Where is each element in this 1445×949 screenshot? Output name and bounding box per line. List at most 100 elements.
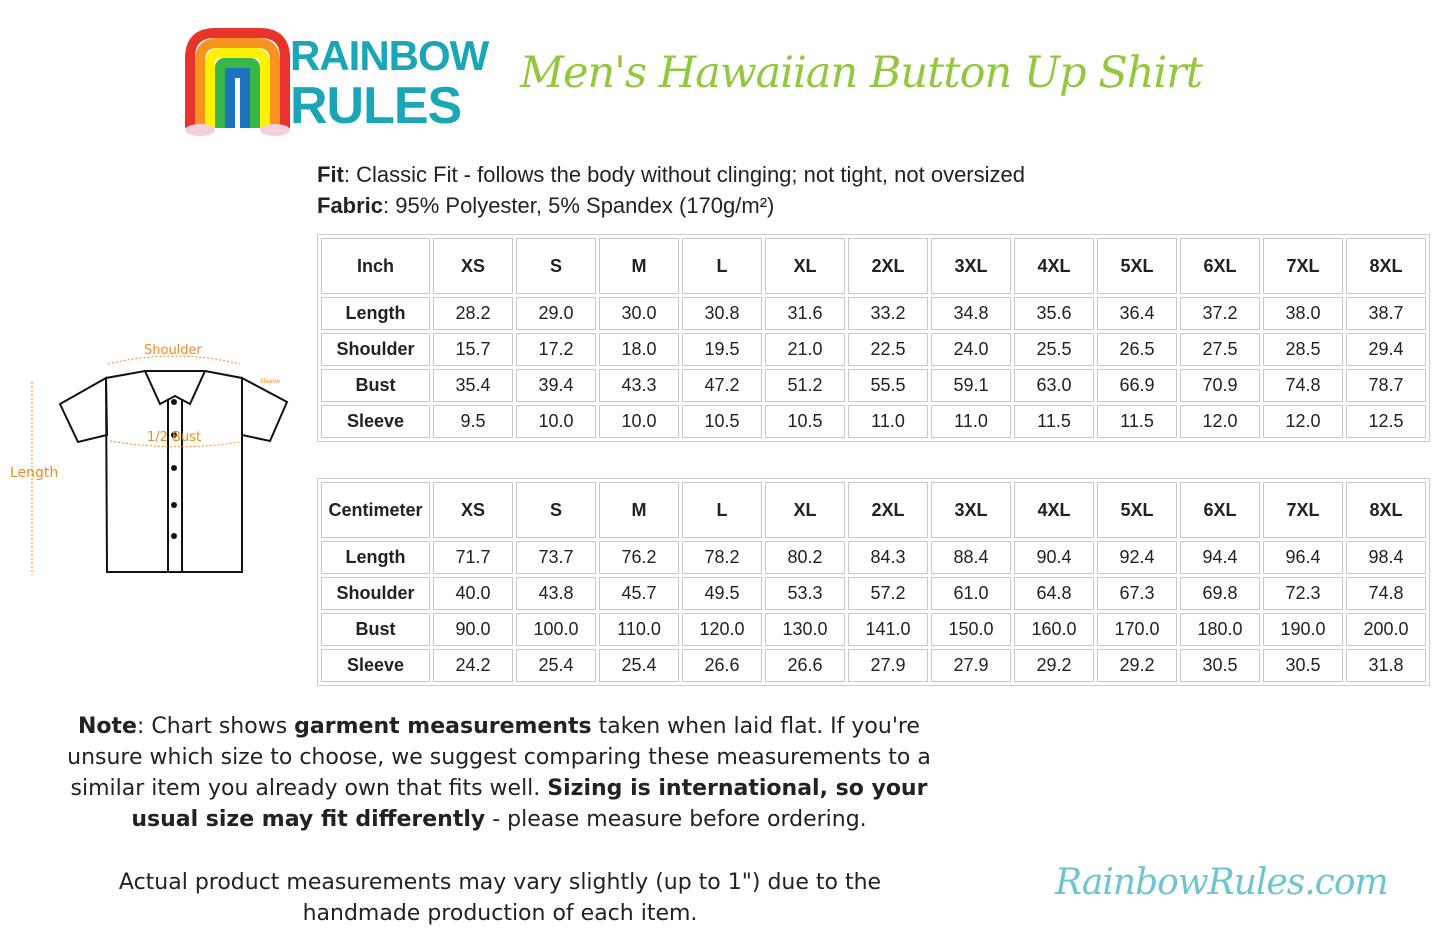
- measurement-cell: 12.0: [1263, 405, 1343, 438]
- size-header: S: [516, 238, 596, 294]
- row-label: Bust: [321, 613, 430, 646]
- measurement-cell: 30.8: [682, 297, 762, 330]
- measurement-cell: 25.4: [599, 649, 679, 682]
- measurement-cell: 71.7: [433, 541, 513, 574]
- measurement-cell: 22.5: [848, 333, 928, 366]
- measurement-cell: 63.0: [1014, 369, 1094, 402]
- table-header-row: Centimeter XS S M L XL 2XL 3XL 4XL 5XL 6XL 7XL 8XL: [321, 482, 1426, 538]
- measurement-cell: 26.6: [682, 649, 762, 682]
- measurement-cell: 37.2: [1180, 297, 1260, 330]
- note-label: Note: [78, 714, 137, 739]
- size-header: S: [516, 482, 596, 538]
- measurement-cell: 26.6: [765, 649, 845, 682]
- table-row: Shoulder 15.7 17.2 18.0 19.5 21.0 22.5 24.0 25.5…: [321, 333, 1426, 366]
- measurement-cell: 92.4: [1097, 541, 1177, 574]
- row-label: Length: [321, 297, 430, 330]
- length-label: Length: [10, 465, 59, 481]
- size-header: 3XL: [931, 482, 1011, 538]
- measurement-cell: 11.0: [848, 405, 928, 438]
- measurement-cell: 21.0: [765, 333, 845, 366]
- table-row: Sleeve 9.5 10.0 10.0 10.5 10.5 11.0 11.0 11.5 11.…: [321, 405, 1426, 438]
- measurement-cell: 45.7: [599, 577, 679, 610]
- measurement-cell: 72.3: [1263, 577, 1343, 610]
- size-header: 4XL: [1014, 238, 1094, 294]
- measurement-cell: 84.3: [848, 541, 928, 574]
- table-row: Bust 35.4 39.4 43.3 47.2 51.2 55.5 59.1 63.0 66.9…: [321, 369, 1426, 402]
- size-header: 6XL: [1180, 238, 1260, 294]
- fabric-spec: Fabric: 95% Polyester, 5% Spandex (170g/…: [317, 193, 774, 219]
- measurement-cell: 24.2: [433, 649, 513, 682]
- measurement-cell: 57.2: [848, 577, 928, 610]
- measurement-cell: 31.6: [765, 297, 845, 330]
- size-header: 8XL: [1346, 238, 1426, 294]
- sleeve-label: Sleeve: [260, 378, 281, 385]
- measurement-cell: 190.0: [1263, 613, 1343, 646]
- measurement-cell: 18.0: [599, 333, 679, 366]
- measurement-cell: 78.2: [682, 541, 762, 574]
- measurement-cell: 53.3: [765, 577, 845, 610]
- size-header: 2XL: [848, 482, 928, 538]
- table-row: Sleeve 24.2 25.4 25.4 26.6 26.6 27.9 27.9 29.2 29…: [321, 649, 1426, 682]
- measurement-cell: 27.5: [1180, 333, 1260, 366]
- fit-text: : Classic Fit - follows the body without…: [343, 162, 1025, 187]
- measurement-cell: 47.2: [682, 369, 762, 402]
- note-text: : Chart shows: [136, 714, 295, 739]
- measurement-cell: 19.5: [682, 333, 762, 366]
- size-header: 8XL: [1346, 482, 1426, 538]
- measurement-cell: 15.7: [433, 333, 513, 366]
- row-label: Length: [321, 541, 430, 574]
- measurement-cell: 180.0: [1180, 613, 1260, 646]
- measurement-cell: 96.4: [1263, 541, 1343, 574]
- measurement-cell: 98.4: [1346, 541, 1426, 574]
- size-header: 5XL: [1097, 482, 1177, 538]
- measurement-cell: 17.2: [516, 333, 596, 366]
- measurement-cell: 120.0: [682, 613, 762, 646]
- measurement-cell: 29.2: [1097, 649, 1177, 682]
- table-row: Shoulder 40.0 43.8 45.7 49.5 53.3 57.2 61.0 64.8…: [321, 577, 1426, 610]
- rainbow-rules-logo: RAINBOW RULES: [185, 28, 489, 138]
- measurement-cell: 67.3: [1097, 577, 1177, 610]
- fabric-text: : 95% Polyester, 5% Spandex (170g/m²): [383, 193, 775, 218]
- measurement-cell: 150.0: [931, 613, 1011, 646]
- measurement-cell: 40.0: [433, 577, 513, 610]
- fit-label: Fit: [317, 162, 344, 187]
- size-header: XS: [433, 238, 513, 294]
- measurement-cell: 170.0: [1097, 613, 1177, 646]
- table-row: Bust 90.0 100.0 110.0 120.0 130.0 141.0 150.0 16…: [321, 613, 1426, 646]
- row-label: Sleeve: [321, 405, 430, 438]
- measurement-cell: 80.2: [765, 541, 845, 574]
- measurement-cell: 59.1: [931, 369, 1011, 402]
- note-emphasis: Sizing is international, so your usual s…: [131, 776, 928, 832]
- measurement-cell: 10.0: [516, 405, 596, 438]
- size-header: 4XL: [1014, 482, 1094, 538]
- inch-size-table: Inch XS S M L XL 2XL 3XL 4XL 5XL 6XL 7XL 8XL Length 28…: [317, 234, 1430, 442]
- measurement-cell: 29.0: [516, 297, 596, 330]
- measurement-cell: 74.8: [1263, 369, 1343, 402]
- measurement-cell: 64.8: [1014, 577, 1094, 610]
- measurement-cell: 27.9: [848, 649, 928, 682]
- measurement-cell: 90.0: [433, 613, 513, 646]
- measurement-cell: 200.0: [1346, 613, 1426, 646]
- size-header: XL: [765, 482, 845, 538]
- brand-website: RainbowRules.com: [1055, 862, 1389, 903]
- measurement-cell: 73.7: [516, 541, 596, 574]
- logo-text-line2: RULES: [290, 77, 462, 135]
- row-label: Shoulder: [321, 577, 430, 610]
- measurement-cell: 66.9: [1097, 369, 1177, 402]
- measurement-cell: 12.5: [1346, 405, 1426, 438]
- measurement-cell: 110.0: [599, 613, 679, 646]
- measurement-cell: 30.5: [1180, 649, 1260, 682]
- bust-label: 1/2 Bust: [147, 430, 202, 445]
- measurement-cell: 10.5: [682, 405, 762, 438]
- size-header: 7XL: [1263, 482, 1343, 538]
- measurement-cell: 69.8: [1180, 577, 1260, 610]
- measurement-cell: 11.5: [1097, 405, 1177, 438]
- measurement-cell: 36.4: [1097, 297, 1177, 330]
- measurement-cell: 70.9: [1180, 369, 1260, 402]
- measurement-cell: 11.0: [931, 405, 1011, 438]
- measurement-cell: 76.2: [599, 541, 679, 574]
- note-text: taken when laid flat. If you're unsure w…: [67, 714, 931, 801]
- unit-header: Inch: [321, 238, 430, 294]
- size-header: 6XL: [1180, 482, 1260, 538]
- measurement-cell: 27.9: [931, 649, 1011, 682]
